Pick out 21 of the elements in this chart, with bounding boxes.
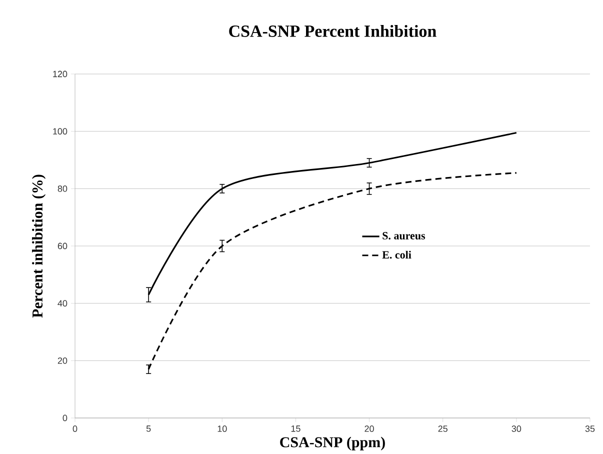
line-series — [148, 172, 518, 370]
legend-label: E. coli — [382, 250, 412, 259]
y-axis-title: Percent inhibition (%) — [32, 174, 46, 318]
y-tick-label: 0 — [62, 414, 68, 422]
chart-title: CSA-SNP Percent Inhibition — [229, 25, 436, 38]
x-tick-label: 30 — [512, 426, 522, 432]
y-tick-label: 60 — [58, 242, 68, 250]
x-tick-label: 25 — [438, 426, 448, 432]
x-tick-label: 15 — [291, 426, 300, 432]
y-tick-label: 100 — [53, 128, 68, 135]
x-tick-label: 10 — [218, 426, 227, 432]
y-tick-label: 20 — [58, 358, 68, 364]
x-tick-label: 20 — [364, 426, 374, 432]
x-tick-label: 5 — [146, 426, 151, 432]
y-tick-label: 80 — [58, 186, 68, 192]
x-tick-label: 0 — [72, 426, 78, 432]
y-tick-label: 40 — [58, 300, 68, 307]
x-tick-label: 35 — [585, 426, 595, 432]
y-tick-label: 120 — [53, 70, 68, 78]
x-axis-title: CSA-SNP (ppm) — [280, 436, 385, 451]
legend-label: S. aureus — [382, 232, 426, 240]
